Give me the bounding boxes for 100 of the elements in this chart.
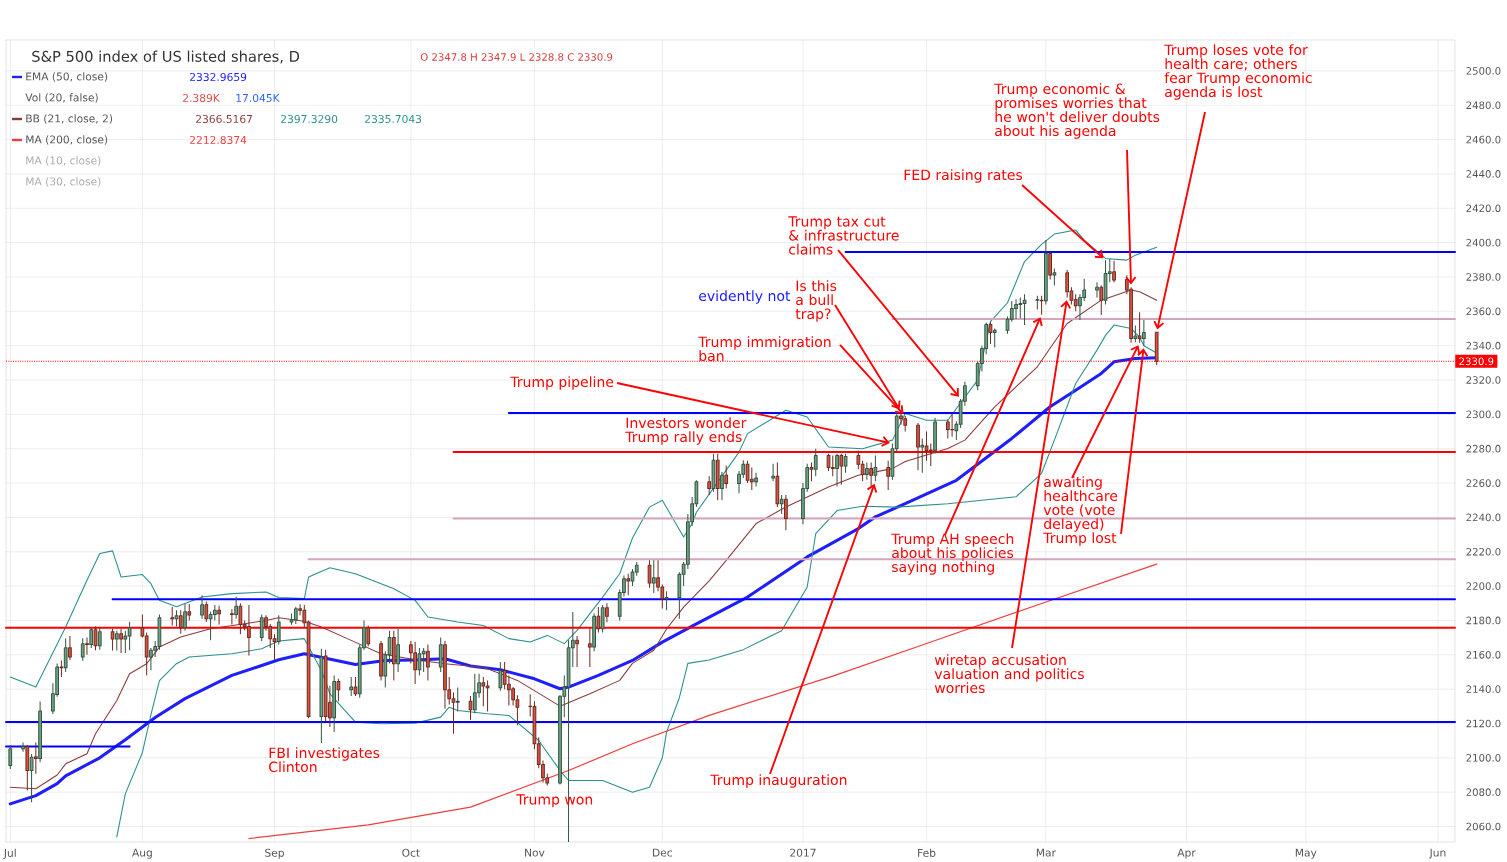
candlestick (1014, 298, 1018, 320)
legend-label: EMA (50, close) (26, 72, 108, 82)
x-tick-label: Nov (525, 848, 545, 857)
candlestick (217, 605, 221, 625)
annotation: 17.045K (236, 93, 280, 103)
annotation: 2335.7043 (365, 114, 422, 124)
candlestick (353, 676, 358, 697)
annotation: Trump AH speech about his policies saying nothing (891, 533, 1014, 575)
candlestick (779, 494, 784, 515)
x-tick-label: Mar (1036, 848, 1056, 857)
candlestick (992, 327, 997, 348)
annotation: 2.389K (183, 93, 221, 103)
candlestick (916, 422, 920, 471)
annotation: Trump lost (1043, 532, 1117, 546)
candlestick (1142, 319, 1146, 347)
annotation: MA (10, close) (26, 156, 101, 166)
candlestick (1082, 278, 1087, 302)
x-tick-label: Aug (132, 848, 152, 859)
candlestick (873, 455, 878, 482)
candlestick (1073, 293, 1078, 312)
candlestick (498, 661, 503, 692)
y-tick-label: 2060.0 (1466, 822, 1501, 831)
y-tick-label: 2220.0 (1466, 547, 1501, 556)
candlestick (247, 604, 251, 656)
y-tick-label: 2120.0 (1466, 719, 1501, 728)
candlestick (421, 647, 426, 673)
y-tick-label: 2200.0 (1466, 582, 1501, 590)
candlestick (396, 628, 400, 673)
candlestick (745, 460, 750, 484)
candlestick (775, 461, 780, 508)
legend-label: MA (200, close) (26, 135, 108, 145)
candlestick (157, 613, 162, 651)
y-tick-label: 2140.0 (1466, 685, 1501, 693)
x-tick-label: Jul (3, 848, 16, 859)
annotation: MA (30, close) (26, 177, 101, 187)
y-tick-label: 2480.0 (1466, 101, 1501, 110)
x-tick-label: May (1295, 848, 1317, 859)
annotation: wiretap accusation valuation and politics worries (934, 654, 1084, 694)
candlestick (592, 613, 596, 652)
y-tick-label: 2080.0 (1466, 788, 1501, 797)
annotation: Trump immigration ban (698, 336, 831, 362)
candlestick (720, 471, 724, 501)
legend-label: BB (21, close, 2) (26, 114, 113, 124)
y-tick-label: 2500.0 (1466, 67, 1501, 75)
x-tick-label: Sep (265, 848, 284, 859)
candlestick (754, 472, 758, 487)
candlestick (144, 631, 149, 676)
candlestick (933, 417, 937, 455)
y-tick-label: 2360.0 (1466, 307, 1501, 316)
y-tick-label: 2460.0 (1466, 135, 1501, 144)
candlestick (588, 628, 592, 668)
annotation: FBI investigates Clinton (269, 747, 380, 773)
candlestick (178, 609, 183, 635)
candlestick (1048, 252, 1052, 280)
candlestick (507, 674, 511, 706)
annotation: evidently not (699, 290, 791, 304)
annotation: Investors wonder Trump rally ends (625, 417, 747, 445)
candlestick (443, 640, 447, 710)
annotation: 2212.8374 (190, 135, 247, 145)
candlestick (1112, 260, 1116, 283)
candlestick (149, 647, 153, 671)
candlestick (924, 431, 929, 462)
annotation: awaiting healthcare vote (vote delayed) (1043, 476, 1118, 532)
candlestick (21, 741, 25, 753)
candlestick (950, 413, 954, 438)
candlestick (502, 661, 507, 690)
y-tick-label: 2420.0 (1466, 204, 1501, 213)
candlestick (784, 494, 788, 531)
annotation: FED raising rates (904, 169, 1023, 183)
candlestick (234, 596, 238, 620)
annotation: 2366.5167 (196, 114, 253, 124)
candlestick (711, 453, 716, 493)
annotation: Vol (20, false) (25, 93, 98, 103)
annotation: Trump inauguration (710, 774, 847, 788)
x-tick-label: 2017 (790, 848, 816, 857)
candlestick (80, 637, 85, 662)
candlestick (1078, 293, 1082, 321)
candlestick (749, 467, 754, 491)
x-tick-label: Dec (653, 848, 672, 857)
candlestick (715, 453, 720, 501)
y-tick-label: 2280.0 (1466, 444, 1501, 453)
candlestick (379, 640, 383, 682)
y-tick-label: 2440.0 (1466, 170, 1501, 178)
candlestick (575, 635, 579, 668)
candlestick (38, 701, 42, 763)
x-tick-label: Jun (1429, 848, 1446, 859)
candlestick (413, 641, 417, 685)
candlestick (230, 608, 234, 625)
y-tick-label: 2260.0 (1466, 479, 1501, 487)
y-tick-label: 2380.0 (1466, 273, 1501, 281)
annotation: Trump tax cut & infrastructure claims (788, 216, 899, 255)
ref-line-label: 2330.9 (1459, 357, 1494, 366)
line-series (248, 563, 1158, 840)
y-tick-label: 2300.0 (1466, 410, 1501, 419)
y-tick-label: 2320.0 (1466, 376, 1501, 384)
candlestick (771, 463, 775, 482)
text: S&P 500 index of US listed shares, D (32, 50, 300, 64)
y-tick-label: 2180.0 (1466, 616, 1501, 625)
x-tick-label: Apr (1177, 848, 1196, 859)
candlestick (63, 637, 68, 673)
